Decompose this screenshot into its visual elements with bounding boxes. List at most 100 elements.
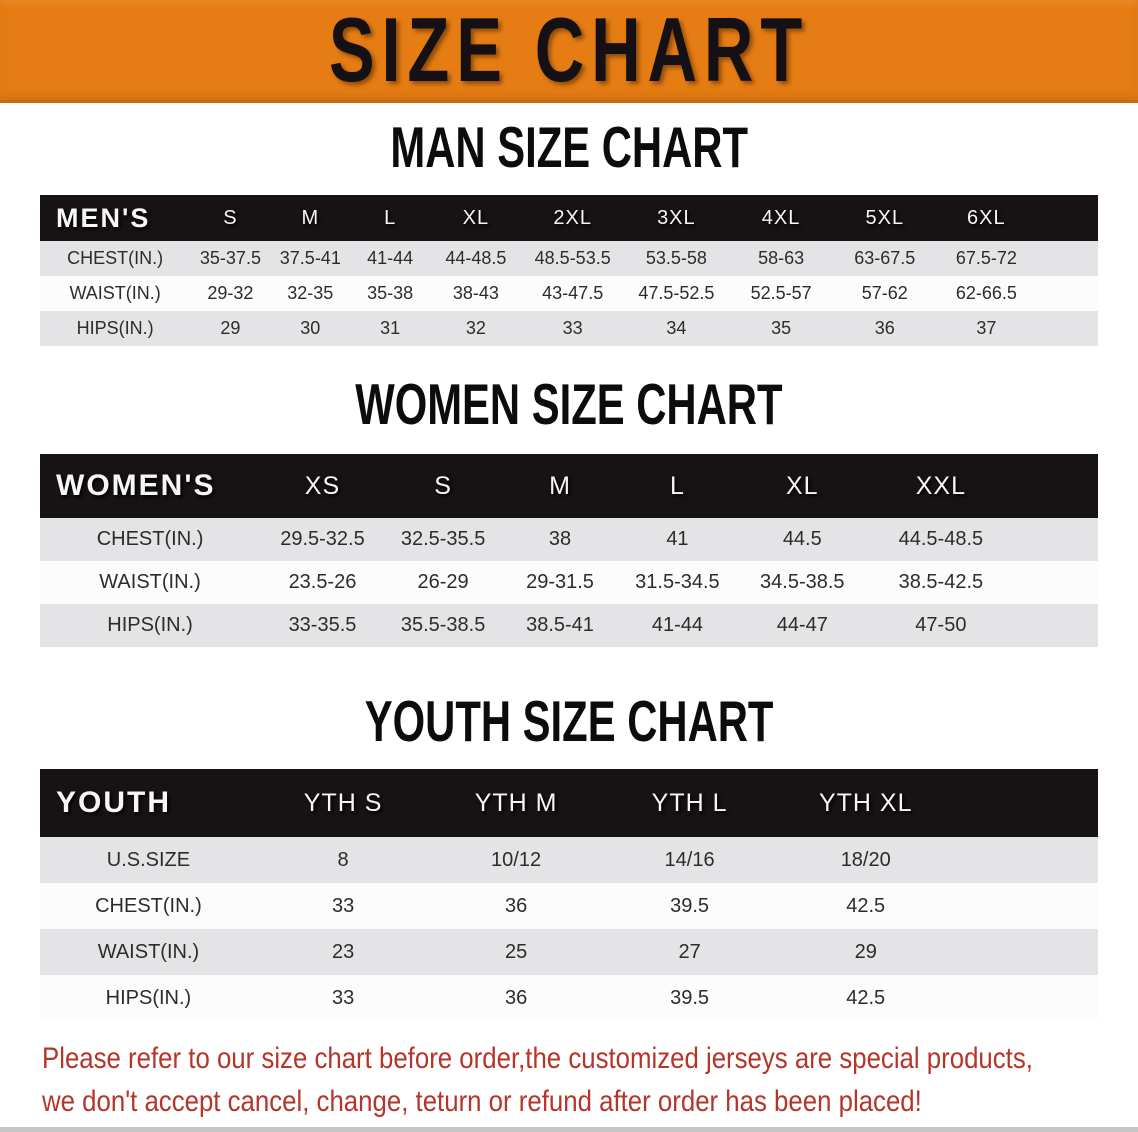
size-column-header: XL bbox=[462, 206, 490, 229]
table-title: YOUTH bbox=[56, 786, 171, 819]
size-value: 44-47 bbox=[776, 614, 828, 636]
size-value: 29 bbox=[854, 940, 877, 963]
table-row: HIPS(IN.) 33-35.5 35.5-38.5 38.5-41 41-44 44-… bbox=[40, 604, 1098, 647]
size-value: 23.5-26 bbox=[288, 571, 357, 593]
size-value: 62-66.5 bbox=[955, 283, 1017, 303]
size-value: 53.5-58 bbox=[645, 248, 707, 268]
size-value: 30 bbox=[300, 318, 321, 338]
row-label: CHEST(IN.) bbox=[95, 894, 202, 917]
size-value: 38.5-42.5 bbox=[898, 571, 984, 593]
row-filler bbox=[1037, 241, 1098, 276]
table-row: HIPS(IN.) 33 36 39.5 42.5 bbox=[40, 975, 1098, 1021]
size-value: 48.5-53.5 bbox=[534, 248, 611, 268]
size-column-header: L bbox=[384, 206, 397, 229]
size-column-header: M bbox=[301, 206, 320, 229]
size-value: 32.5-35.5 bbox=[400, 528, 486, 550]
size-column-header: 3XL bbox=[657, 206, 696, 229]
row-label: U.S.SIZE bbox=[106, 848, 191, 871]
size-value: 27 bbox=[678, 940, 701, 963]
table-row: WAIST(IN.) 29-32 32-35 35-38 38-43 43-47.5 47.… bbox=[40, 276, 1098, 311]
row-filler bbox=[955, 837, 1098, 883]
size-chart-banner: SIZE CHART bbox=[0, 0, 1138, 103]
size-value: 63-67.5 bbox=[854, 248, 916, 268]
row-label: WAIST(IN.) bbox=[99, 571, 201, 593]
size-value: 47-50 bbox=[915, 614, 967, 636]
table-row: U.S.SIZE 8 10/12 14/16 18/20 bbox=[40, 837, 1098, 883]
size-value: 37.5-41 bbox=[279, 248, 341, 268]
size-value: 10/12 bbox=[491, 848, 542, 871]
section-heading-men: MAN SIZE CHART bbox=[0, 117, 1138, 181]
size-value: 58-63 bbox=[758, 248, 805, 268]
size-value: 23 bbox=[331, 940, 355, 963]
row-label: CHEST(IN.) bbox=[96, 528, 204, 550]
size-value: 29-32 bbox=[207, 283, 254, 303]
size-value: 41-44 bbox=[651, 614, 704, 636]
table-row: WAIST(IN.) 23 25 27 29 bbox=[40, 929, 1098, 975]
size-value: 8 bbox=[337, 848, 349, 871]
size-value: 29-31.5 bbox=[526, 571, 594, 593]
size-value: 33 bbox=[331, 986, 355, 1009]
size-column-header: XL bbox=[785, 471, 819, 500]
size-column-header: 5XL bbox=[865, 206, 905, 229]
bottom-edge-strip bbox=[0, 1127, 1138, 1132]
row-filler bbox=[1013, 518, 1098, 561]
size-value: 67.5-72 bbox=[955, 248, 1017, 268]
men-size-table: MEN'S S M L XL 2XL 3XL 4XL 5XL 6XL CHEST(IN.) 35-37… bbox=[40, 195, 1098, 346]
size-value: 44.5 bbox=[782, 528, 822, 550]
header-row: WOMEN'S XS S M L XL XXL bbox=[40, 454, 1098, 518]
size-value: 33 bbox=[562, 318, 583, 338]
size-value: 41-44 bbox=[367, 248, 414, 268]
row-label: HIPS(IN.) bbox=[76, 318, 154, 338]
size-value: 32 bbox=[465, 318, 486, 338]
size-value: 35-37.5 bbox=[199, 248, 261, 268]
size-column-header: YTH L bbox=[651, 788, 728, 817]
size-column-header: 6XL bbox=[967, 206, 1006, 229]
table-row: CHEST(IN.) 33 36 39.5 42.5 bbox=[40, 883, 1098, 929]
size-column-header: YTH M bbox=[474, 788, 558, 817]
size-column-header: S bbox=[223, 206, 238, 229]
women-section-title: WOMEN SIZE CHART bbox=[355, 373, 783, 438]
youth-table: YOUTH YTH S YTH M YTH L YTH XL U.S.SIZE 8 10/12… bbox=[40, 769, 1098, 1021]
size-value: 35 bbox=[771, 318, 792, 338]
size-value: 44-48.5 bbox=[445, 248, 507, 268]
youth-section-title: YOUTH SIZE CHART bbox=[364, 690, 774, 755]
row-filler bbox=[1037, 276, 1098, 311]
footer-note-line1: Please refer to our size chart before or… bbox=[42, 1042, 1033, 1075]
size-value: 35.5-38.5 bbox=[400, 614, 486, 636]
header-row: MEN'S S M L XL 2XL 3XL 4XL 5XL 6XL bbox=[40, 195, 1098, 241]
size-value: 42.5 bbox=[846, 986, 886, 1009]
size-column-header: L bbox=[669, 471, 685, 500]
size-value: 29 bbox=[220, 318, 241, 338]
row-filler bbox=[955, 883, 1098, 929]
size-value: 34.5-38.5 bbox=[760, 571, 845, 593]
size-value: 33 bbox=[331, 894, 355, 917]
size-value: 38.5-41 bbox=[526, 614, 594, 636]
size-value: 57-62 bbox=[861, 283, 908, 303]
size-value: 47.5-52.5 bbox=[638, 283, 715, 303]
size-value: 34 bbox=[666, 318, 687, 338]
row-filler bbox=[955, 929, 1098, 975]
size-value: 42.5 bbox=[846, 894, 886, 917]
men-table: MEN'S S M L XL 2XL 3XL 4XL 5XL 6XL CHEST(IN.) 35-37… bbox=[40, 195, 1098, 346]
row-filler bbox=[1037, 311, 1098, 346]
section-heading-women: WOMEN SIZE CHART bbox=[0, 374, 1138, 438]
women-table: WOMEN'S XS S M L XL XXL CHEST(IN.) 29.5-32.5 32.5… bbox=[40, 454, 1098, 647]
size-value: 31.5-34.5 bbox=[635, 571, 720, 593]
size-value: 26-29 bbox=[417, 571, 469, 593]
size-value: 35-38 bbox=[367, 283, 414, 303]
header-row: YOUTH YTH S YTH M YTH L YTH XL bbox=[40, 769, 1098, 837]
header-filler bbox=[955, 769, 1098, 837]
section-heading-youth: YOUTH SIZE CHART bbox=[0, 691, 1138, 755]
size-column-header: M bbox=[549, 471, 571, 500]
row-label: WAIST(IN.) bbox=[97, 940, 200, 963]
size-value: 29.5-32.5 bbox=[280, 528, 365, 550]
size-value: 41 bbox=[666, 528, 689, 550]
table-row: CHEST(IN.) 29.5-32.5 32.5-35.5 38 41 44.5 44.5… bbox=[40, 518, 1098, 561]
size-value: 44.5-48.5 bbox=[898, 528, 984, 550]
size-value: 43-47.5 bbox=[542, 283, 604, 303]
size-value: 37 bbox=[976, 318, 997, 338]
size-value: 36 bbox=[504, 986, 528, 1009]
size-value: 33-35.5 bbox=[288, 614, 357, 636]
size-value: 38-43 bbox=[452, 283, 499, 303]
header-filler bbox=[1013, 454, 1098, 518]
